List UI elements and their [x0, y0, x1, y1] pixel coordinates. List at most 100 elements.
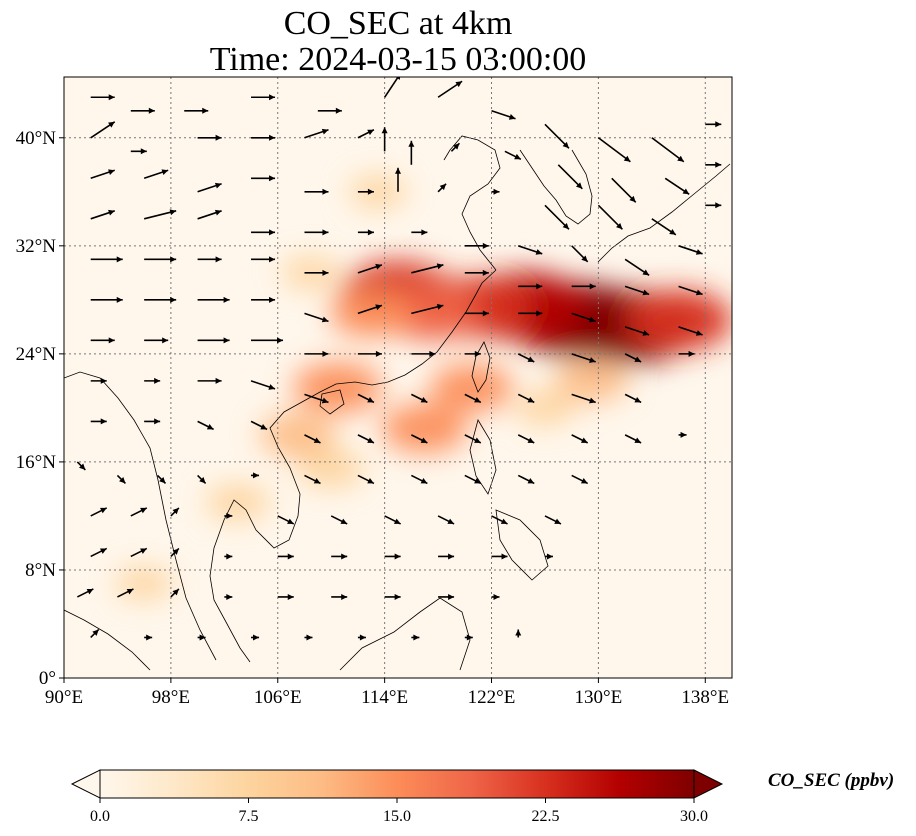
- map-panel: [63, 76, 733, 679]
- lon-tick-label: 130°E: [575, 687, 623, 708]
- co-plume-18: [514, 390, 576, 426]
- wind-arrow: [277, 593, 294, 600]
- wind-arrow: [251, 229, 276, 236]
- wind-arrow: [224, 553, 233, 560]
- wind-arrow: [651, 137, 685, 163]
- wind-arrow: [90, 547, 108, 558]
- wind-arrow: [90, 121, 116, 139]
- wind-arrow: [571, 393, 596, 404]
- wind-arrow: [251, 94, 276, 101]
- wind-arrow: [464, 350, 481, 357]
- colorbar-extend-high: [693, 769, 724, 799]
- wind-arrow: [557, 164, 583, 190]
- wind-arrow: [90, 628, 100, 639]
- wind-arrow: [624, 326, 650, 336]
- wind-arrow: [144, 337, 169, 344]
- figure-title-line-1: CO_SEC at 4km: [283, 5, 513, 42]
- wind-arrow: [678, 285, 703, 296]
- wind-arrow: [251, 134, 276, 141]
- wind-arrow: [251, 256, 276, 263]
- wind-arrow: [251, 472, 260, 479]
- wind-arrow: [611, 177, 637, 203]
- wind-arrow: [411, 434, 428, 444]
- wind-arrow: [170, 507, 180, 517]
- lon-tick-label: 138°E: [681, 687, 729, 708]
- wind-arrow: [90, 296, 123, 303]
- wind-arrow: [304, 188, 329, 195]
- longitude-tick-labels: 90°E 98°E 106°E 114°E 122°E 130°E 138°E: [45, 678, 729, 708]
- wind-arrow: [90, 256, 123, 263]
- colorbar-gradient: [100, 770, 694, 798]
- wind-arrow: [130, 547, 148, 558]
- wind-arrow: [411, 393, 428, 404]
- wind-arrow: [197, 182, 222, 193]
- co-plume-13: [297, 449, 365, 488]
- wind-arrow: [395, 167, 401, 192]
- wind-arrow: [411, 634, 420, 641]
- wind-arrow: [571, 312, 596, 323]
- wind-arrow: [438, 593, 455, 600]
- wind-arrow: [438, 553, 455, 560]
- wind-arrow: [304, 350, 329, 357]
- wind-arrow: [464, 393, 482, 404]
- wind-arrow: [251, 337, 284, 344]
- colorbar-extend-low: [70, 769, 101, 799]
- wind-arrow: [517, 393, 535, 404]
- gridlines: [64, 77, 732, 678]
- wind-arrow: [277, 553, 294, 560]
- wind-arrow: [144, 634, 153, 641]
- wind-arrow: [464, 434, 482, 444]
- wind-arrow: [504, 150, 522, 160]
- wind-arrow: [144, 418, 161, 425]
- wind-arrow: [705, 202, 722, 209]
- wind-arrow: [143, 169, 169, 180]
- wind-arrow: [464, 269, 489, 276]
- wind-arrow: [317, 107, 342, 114]
- concentration-field: [115, 175, 732, 600]
- wind-arrow: [143, 209, 177, 220]
- coastline-korea: [519, 149, 593, 225]
- lon-tick-label: 106°E: [254, 687, 302, 708]
- wind-arrow: [408, 140, 415, 165]
- coastline-luzon: [469, 418, 497, 495]
- map-frame: [63, 76, 733, 679]
- co-plume-11: [430, 364, 513, 412]
- co-plume-15: [349, 175, 407, 209]
- wind-arrow: [624, 434, 642, 444]
- wind-arrow: [357, 188, 374, 195]
- wind-arrow: [170, 547, 180, 558]
- wind-arrow: [624, 353, 642, 363]
- colorbar: 0.0 7.5 15.0 22.5 30.0: [70, 769, 724, 825]
- wind-arrow: [304, 312, 329, 323]
- lon-tick-label: 114°E: [361, 687, 408, 708]
- wind-arrow: [116, 474, 127, 484]
- co-plume-8: [293, 362, 383, 413]
- wind-arrow: [331, 593, 348, 600]
- colorbar-tick-label: 30.0: [680, 808, 708, 825]
- wind-arrow: [705, 121, 722, 128]
- wind-arrow: [197, 337, 230, 344]
- wind-arrow: [76, 461, 86, 471]
- co-plume-17: [115, 566, 173, 600]
- wind-arrow: [651, 218, 677, 236]
- wind-arrow: [450, 142, 461, 152]
- wind-arrow: [250, 380, 276, 390]
- wind-arrow: [90, 337, 115, 344]
- wind-arrow: [384, 515, 401, 525]
- wind-arrow: [331, 553, 348, 560]
- wind-arrow: [130, 107, 155, 114]
- colorbar-label: CO_SEC (ppbv): [768, 770, 895, 791]
- wind-arrow: [678, 350, 695, 357]
- coastline-philippines-south: [495, 509, 549, 581]
- wind-arrow: [197, 377, 222, 384]
- wind-arrow: [544, 204, 570, 230]
- wind-arrow: [411, 474, 428, 485]
- lat-tick-label: 40°N: [16, 128, 57, 149]
- wind-arrow: [491, 110, 516, 120]
- wind-arrow: [597, 137, 631, 163]
- wind-arrow: [518, 283, 543, 290]
- wind-arrow: [491, 553, 508, 560]
- wind-arrow: [411, 303, 444, 315]
- colorbar-tick-label: 15.0: [383, 808, 411, 825]
- wind-arrow: [117, 588, 134, 598]
